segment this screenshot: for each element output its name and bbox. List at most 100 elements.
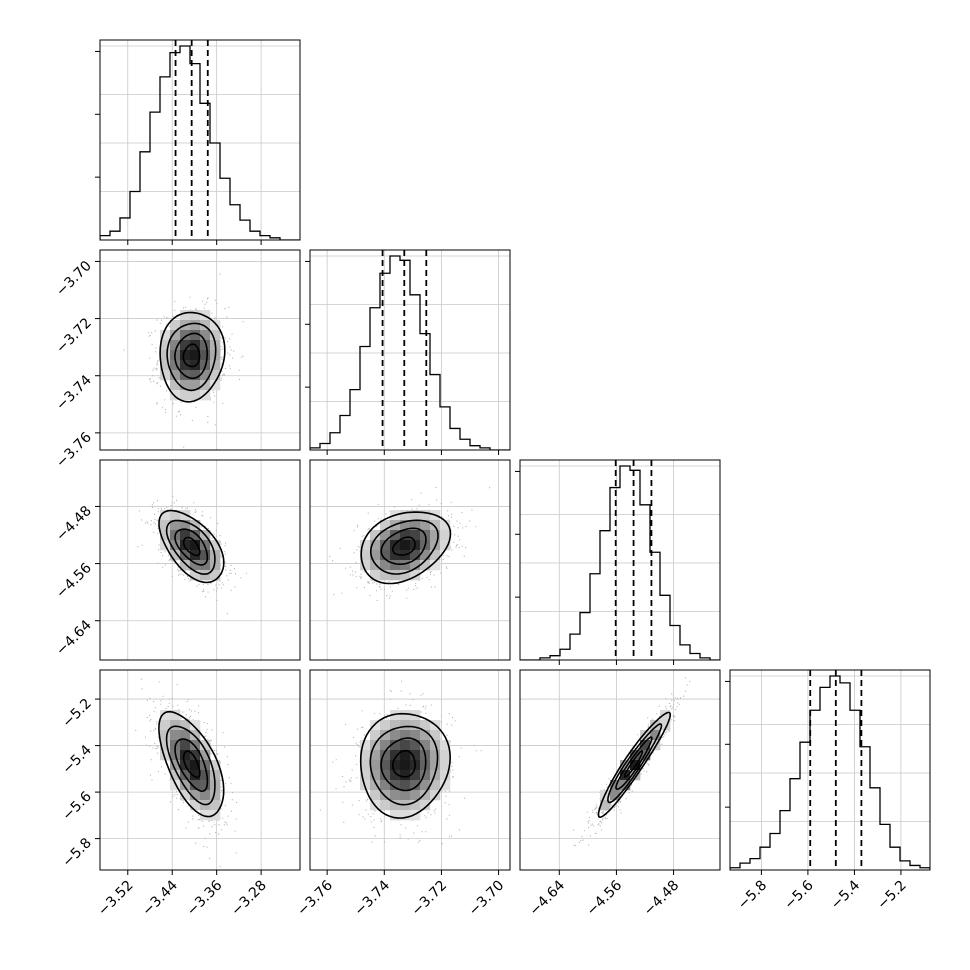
density-cell — [210, 810, 221, 821]
density-cell — [390, 730, 401, 741]
density-cell — [440, 740, 451, 751]
density-cell — [170, 720, 181, 731]
density-cell — [190, 730, 201, 741]
density-cell — [390, 530, 401, 541]
density-cell — [420, 800, 431, 811]
density-cell — [190, 530, 201, 541]
density-cell — [390, 780, 401, 791]
density-cell — [380, 750, 391, 761]
density-cell — [410, 810, 421, 821]
contour-line — [182, 536, 201, 557]
panel-2-0: −4.64 −4.56 −4.48 — [53, 459, 301, 661]
panel-3-3: −5.8 −5.6 −5.4 −5.2 — [725, 669, 931, 913]
density-cell — [360, 560, 371, 571]
density-cell — [430, 560, 441, 571]
density-cell — [190, 770, 201, 781]
contour-line — [370, 519, 439, 575]
density-cell — [380, 760, 391, 771]
density-cell — [370, 770, 381, 781]
density-cell — [400, 560, 411, 571]
density-cell — [190, 330, 201, 341]
density-cell — [210, 370, 221, 381]
contour-line — [623, 750, 644, 778]
panel-frame — [729, 669, 931, 871]
density-cell — [660, 720, 671, 731]
density-cell — [180, 750, 191, 761]
density-cell — [650, 720, 661, 731]
contour-line — [182, 343, 201, 368]
contour-line — [158, 509, 225, 584]
density-cell — [400, 540, 411, 551]
density-cell — [410, 510, 421, 521]
density-cell — [370, 560, 381, 571]
contour-line — [359, 712, 452, 819]
density-cell — [190, 390, 201, 401]
panel-frame — [309, 249, 511, 451]
density-cell — [640, 740, 651, 751]
density-cell — [370, 570, 381, 581]
density-cell — [190, 790, 201, 801]
panel-1-0: −3.76 −3.74 −3.72 −3.70 — [53, 249, 301, 471]
density-cell — [180, 740, 191, 751]
density-cell — [410, 720, 421, 731]
x-tick-label: −4.56 — [584, 877, 626, 919]
histogram-step — [100, 45, 300, 240]
x-tick-label: −3.70 — [466, 878, 508, 920]
scatter-points — [137, 495, 247, 615]
density-cell — [440, 770, 451, 781]
density-cell — [180, 730, 191, 741]
contour-line — [166, 322, 217, 392]
panel-frame — [519, 459, 721, 661]
contour-line — [380, 737, 427, 792]
density-cell — [160, 710, 171, 721]
density-cell — [600, 800, 611, 811]
density-cell — [200, 320, 211, 331]
contour-line — [182, 750, 201, 779]
density-cell — [400, 510, 411, 521]
density-cell — [660, 710, 671, 721]
density-cell — [160, 340, 171, 351]
density-cell — [400, 710, 411, 721]
density-cell — [410, 570, 421, 581]
panel-2-1 — [309, 459, 511, 661]
density-cell — [200, 340, 211, 351]
density-cell — [170, 730, 181, 741]
density-cell — [210, 540, 221, 551]
density-cell — [410, 800, 421, 811]
y-tick-label: −5.2 — [59, 696, 94, 731]
density-cell — [200, 560, 211, 571]
density-cell — [160, 350, 171, 361]
panel-frame — [99, 669, 301, 871]
density-cell — [170, 780, 181, 791]
density-cell — [390, 800, 401, 811]
density-cell — [400, 750, 411, 761]
density-cell — [200, 330, 211, 341]
density-cell — [170, 390, 181, 401]
y-tick-label: −5.8 — [59, 835, 94, 870]
density-cell — [400, 810, 411, 821]
density-cell — [190, 350, 201, 361]
density-cell — [210, 760, 221, 771]
density-cell — [410, 530, 421, 541]
density-cell — [170, 550, 181, 561]
density-cell — [370, 730, 381, 741]
x-tick-label: −3.36 — [184, 877, 226, 919]
density-cell — [610, 780, 621, 791]
density-cell — [360, 760, 371, 771]
x-tick-label: −4.48 — [641, 878, 683, 920]
x-tick-label: −5.2 — [874, 878, 909, 913]
density-cell — [180, 560, 191, 571]
density-cell — [180, 540, 191, 551]
density-cell — [190, 760, 201, 771]
density-cell — [370, 790, 381, 801]
density-cell — [390, 560, 401, 571]
panel-frame — [99, 459, 301, 661]
density-cell — [420, 550, 431, 561]
y-tick-label: −3.70 — [53, 258, 95, 300]
density-cell — [390, 710, 401, 721]
panel-frame — [99, 39, 301, 241]
density-cell — [380, 740, 391, 751]
density-cell — [410, 790, 421, 801]
density-cell — [440, 760, 451, 771]
density-cell — [420, 520, 431, 531]
